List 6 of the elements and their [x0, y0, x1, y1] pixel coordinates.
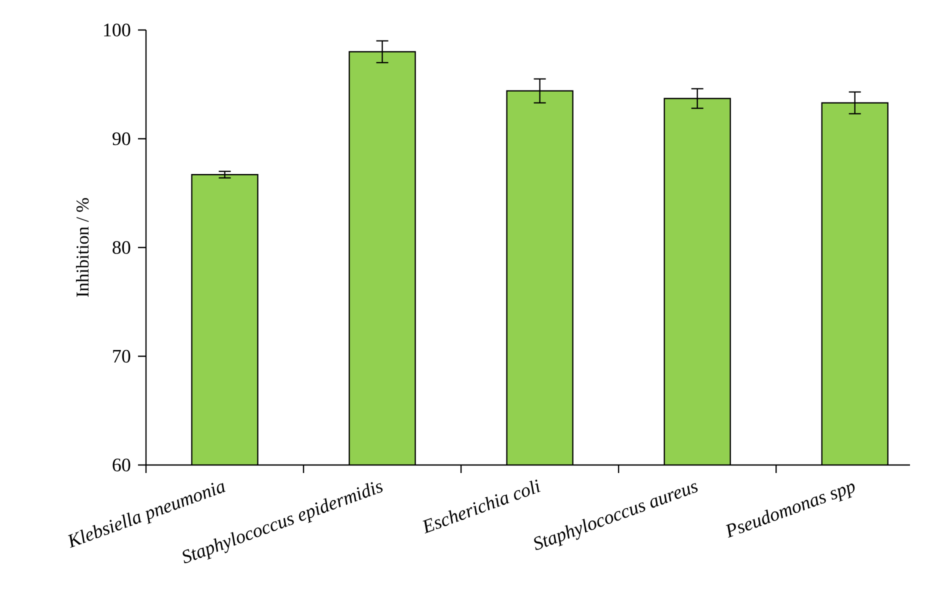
- y-tick-label: 60: [112, 458, 130, 472]
- y-tick-label: 90: [112, 132, 130, 146]
- y-tick-label: 100: [104, 24, 130, 36]
- y-tick-label: 80: [112, 241, 130, 254]
- y-axis-title: Inhibition / %: [76, 198, 89, 297]
- y-tick-label: 70: [113, 350, 130, 363]
